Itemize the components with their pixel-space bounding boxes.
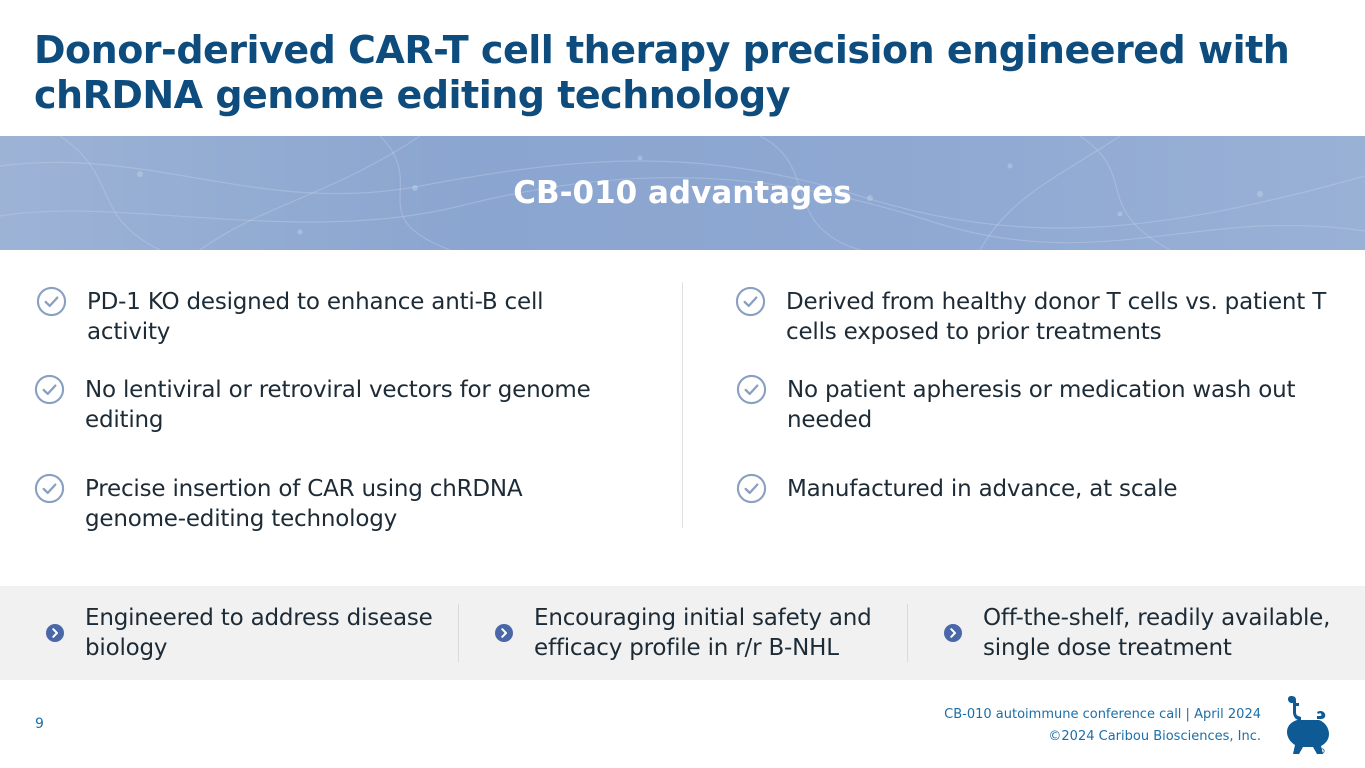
advantage-item: Precise insertion of CAR using chRDNA ge… bbox=[34, 473, 594, 534]
check-circle-icon bbox=[34, 374, 65, 405]
pillar-item: Off-the-shelf, readily available, single… bbox=[944, 586, 1344, 680]
footer-copyright: ©2024 Caribou Biosciences, Inc. bbox=[1048, 729, 1261, 744]
pillar-item: Engineered to address disease biology bbox=[46, 586, 436, 680]
chevron-right-circle-icon bbox=[495, 624, 513, 642]
banner: CB-010 advantages bbox=[0, 136, 1365, 250]
advantage-text: Derived from healthy donor T cells vs. p… bbox=[786, 289, 1327, 345]
check-circle-icon bbox=[34, 473, 65, 504]
page-title: Donor-derived CAR-T cell therapy precisi… bbox=[34, 28, 1290, 117]
pillar-item: Encouraging initial safety and efficacy … bbox=[495, 586, 895, 680]
footer: CB-010 autoimmune conference call | Apri… bbox=[944, 704, 1261, 748]
banner-texture bbox=[0, 136, 1365, 250]
page-number: 9 bbox=[35, 716, 44, 732]
check-circle-icon bbox=[735, 286, 766, 317]
pillar-divider bbox=[458, 604, 459, 662]
advantage-item: Manufactured in advance, at scale bbox=[736, 473, 1336, 504]
column-divider bbox=[682, 282, 683, 528]
footer-event: CB-010 autoimmune conference call | Apri… bbox=[944, 707, 1261, 722]
pillar-text: Off-the-shelf, readily available, single… bbox=[983, 605, 1331, 661]
advantage-item: No patient apheresis or medication wash … bbox=[736, 374, 1336, 435]
advantage-text: No patient apheresis or medication wash … bbox=[787, 377, 1296, 433]
advantage-item: Derived from healthy donor T cells vs. p… bbox=[735, 286, 1335, 347]
chevron-right-circle-icon bbox=[46, 624, 64, 642]
advantage-item: No lentiviral or retroviral vectors for … bbox=[34, 374, 614, 435]
advantage-text: Precise insertion of CAR using chRDNA ge… bbox=[85, 476, 523, 532]
caribou-logo-icon bbox=[1287, 696, 1329, 754]
advantage-text: PD-1 KO designed to enhance anti-B cell … bbox=[87, 289, 544, 345]
pillar-text: Encouraging initial safety and efficacy … bbox=[534, 605, 872, 661]
chevron-right-circle-icon bbox=[944, 624, 962, 642]
pillar-divider bbox=[907, 604, 908, 662]
advantage-item: PD-1 KO designed to enhance anti-B cell … bbox=[36, 286, 596, 347]
banner-title: CB-010 advantages bbox=[513, 175, 852, 211]
advantage-text: Manufactured in advance, at scale bbox=[787, 476, 1178, 502]
advantage-text: No lentiviral or retroviral vectors for … bbox=[85, 377, 591, 433]
check-circle-icon bbox=[36, 286, 67, 317]
check-circle-icon bbox=[736, 473, 767, 504]
pillar-text: Engineered to address disease biology bbox=[85, 605, 433, 661]
check-circle-icon bbox=[736, 374, 767, 405]
pillars-bar: Engineered to address disease biology En… bbox=[0, 586, 1365, 680]
